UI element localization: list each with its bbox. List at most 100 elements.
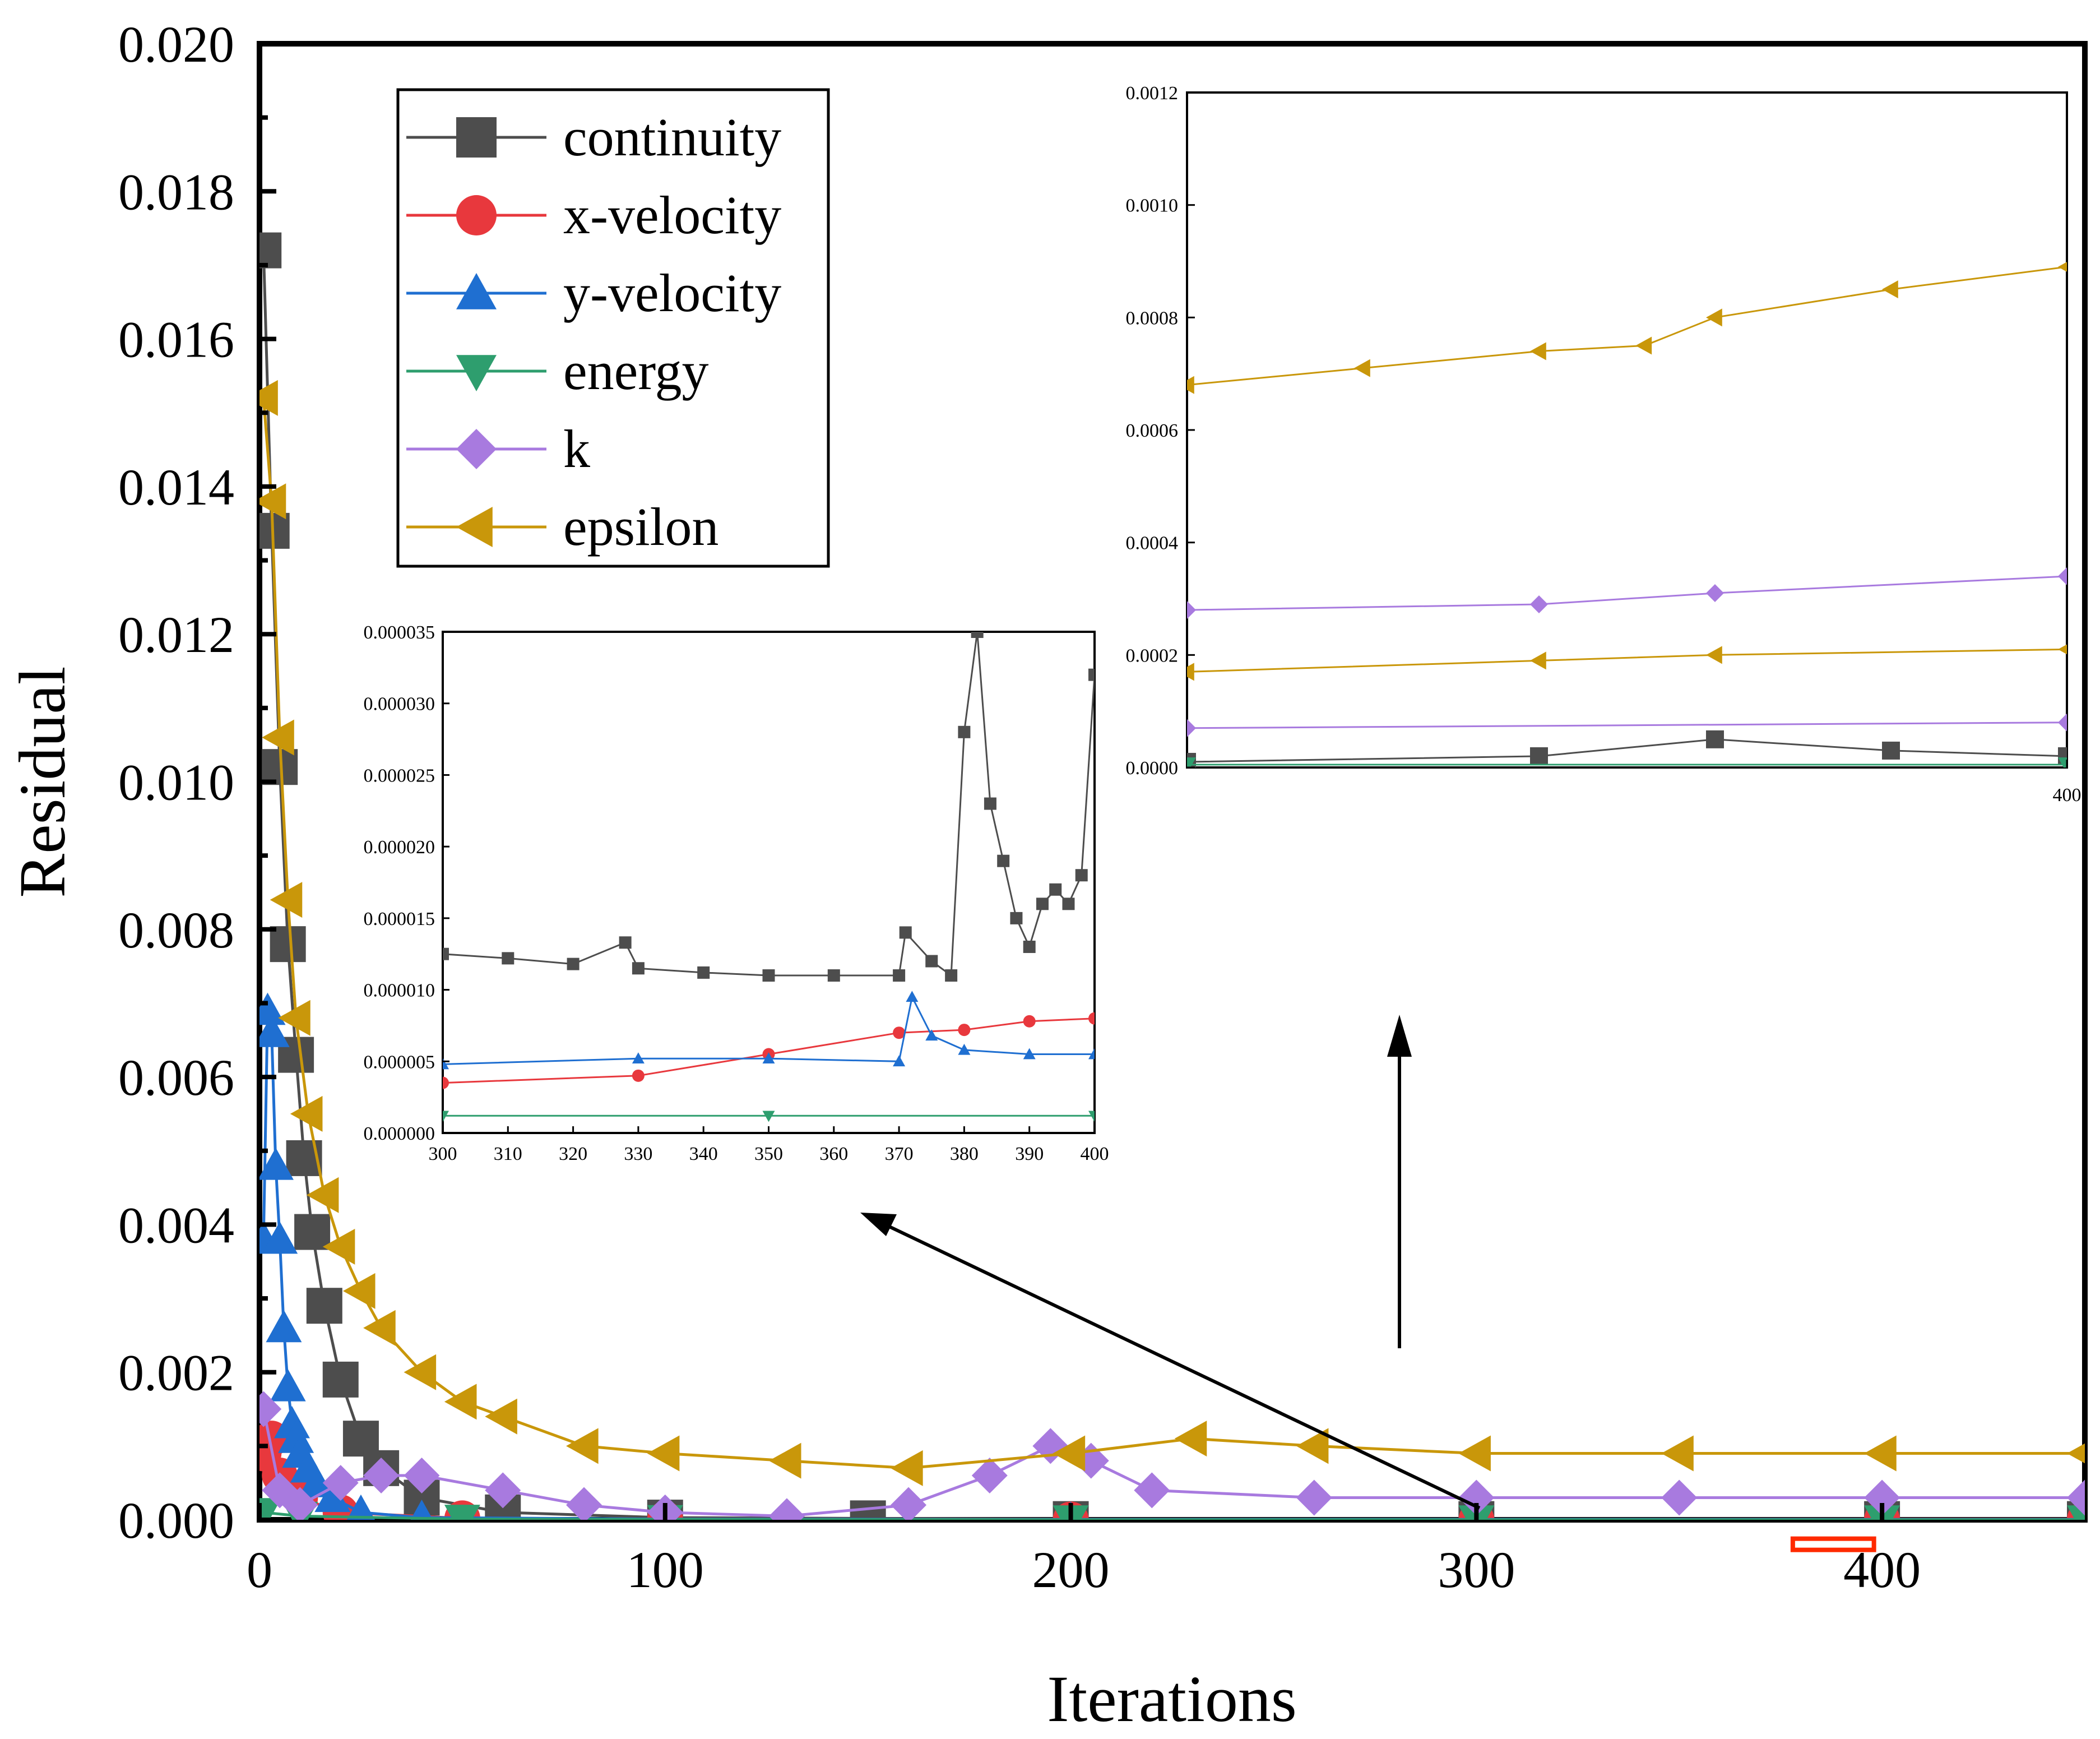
main-point-epsilon <box>1458 1435 1491 1472</box>
main-point-epsilon <box>322 1228 355 1265</box>
inset-left-point-continuity <box>502 952 514 965</box>
inset-left-point-continuity <box>567 958 580 970</box>
main-point-epsilon <box>891 1450 923 1486</box>
main-y-tick-label: 0.006 <box>118 1049 234 1106</box>
inset-right-ticks: 400 0.0000 0.0002 0.0004 0.0006 0.0008 0.0010 0… <box>1126 83 2082 806</box>
legend-entry-y-velocity: y-velocity <box>406 263 781 323</box>
inset-right-point-energy <box>1187 757 1196 767</box>
main-point-k <box>259 1391 282 1427</box>
main-point-k <box>1864 1479 1900 1516</box>
main-point-epsilon <box>768 1442 801 1479</box>
inset-left-point-y-velocity <box>762 1052 775 1063</box>
inset-left-point-x-velocity <box>893 1026 906 1039</box>
inset-right-series-group <box>1187 262 2067 767</box>
legend-entry-continuity: continuity <box>406 107 781 167</box>
inset-left-y-tick-label: 0.000020 <box>364 837 435 858</box>
main-point-y-velocity <box>266 1310 302 1343</box>
inset-right-point-epsilon-low <box>2058 644 2067 655</box>
main-point-epsilon <box>1864 1435 1897 1472</box>
inset-right-point-epsilon-peak <box>1530 342 1546 360</box>
main-point-y-velocity <box>410 1500 433 1520</box>
inset-right-point-epsilon-peak <box>1635 336 1652 355</box>
inset-left-point-energy <box>1088 1111 1095 1122</box>
main-y-tick-label: 0.002 <box>118 1344 234 1402</box>
main-y-tick-label: 0.020 <box>118 16 234 73</box>
inset-right: 400 0.0000 0.0002 0.0004 0.0006 0.0008 0.0010 0… <box>1126 83 2082 806</box>
inset-left-point-continuity <box>1088 668 1095 681</box>
inset-left-y-tick-label: 0.000015 <box>364 909 435 929</box>
inset-right-line-epsilon-low <box>1187 648 2067 673</box>
arrow-head-left <box>860 1213 897 1236</box>
inset-right-point-epsilon-low <box>1530 651 1546 670</box>
legend-label-x-velocity: x-velocity <box>563 185 781 245</box>
inset-left-x-tick-label: 400 <box>1081 1144 1109 1164</box>
inset-left: 300 310 320 330 340 350 360 370 380 390 400 0.00000… <box>364 622 1109 1164</box>
inset-left-series-x-velocity <box>443 1012 1095 1089</box>
inset-left-point-x-velocity <box>958 1024 971 1037</box>
main-point-k <box>322 1465 359 1501</box>
main-series-k <box>259 1391 2085 1520</box>
legend: continuity x-velocity y-velocity energy k eps… <box>396 88 830 568</box>
main-point-y-velocity <box>346 1494 376 1520</box>
inset-right-y-tick-label: 0.0000 <box>1126 758 1179 779</box>
inset-right-series-k-peak <box>1187 567 2067 619</box>
main-y-tick-label: 0.014 <box>118 459 234 516</box>
main-x-tick-label: 200 <box>1032 1541 1110 1598</box>
inset-left-point-y-velocity <box>632 1052 645 1063</box>
inset-left-point-y-velocity <box>1023 1048 1036 1060</box>
inset-left-point-x-velocity <box>632 1069 645 1082</box>
inset-left-point-continuity <box>632 962 645 975</box>
legend-marker-y-velocity <box>456 273 497 309</box>
main-point-energy <box>444 1505 480 1520</box>
inset-left-x-tick-label: 370 <box>885 1144 914 1164</box>
main-point-k <box>768 1498 805 1520</box>
main-point-y-velocity <box>259 1148 294 1180</box>
inset-left-point-continuity <box>925 955 938 968</box>
main-y-tick-label: 0.016 <box>118 311 234 368</box>
inset-left-x-tick-label: 340 <box>689 1144 718 1164</box>
inset-right-y-tick-label: 0.0002 <box>1126 645 1179 666</box>
legend-marker-epsilon <box>456 507 493 547</box>
inset-left-x-tick-label: 390 <box>1015 1144 1044 1164</box>
inset-right-point-epsilon-peak <box>2058 262 2067 272</box>
main-point-k <box>1661 1479 1698 1516</box>
main-point-y-velocity <box>259 992 286 1025</box>
main-point-k <box>2067 1479 2085 1516</box>
main-point-y-velocity <box>314 1479 351 1513</box>
y-axis-title: Residual <box>6 667 79 898</box>
inset-left-point-continuity <box>1075 869 1088 882</box>
inset-right-series-epsilon-low <box>1187 644 2067 681</box>
inset-right-series-energy <box>1187 757 2067 767</box>
inset-left-point-energy <box>762 1111 775 1122</box>
main-point-k <box>1296 1479 1332 1516</box>
inset-left-point-continuity <box>1010 912 1023 924</box>
main-axis-ticks: 0 100 200 300 400 0.000 0.002 0.004 0.006 0.008 0.… <box>118 16 1921 1598</box>
inset-left-x-tick-label: 380 <box>950 1144 979 1164</box>
inset-left-x-tick-label: 360 <box>819 1144 848 1164</box>
main-point-continuity <box>270 926 306 963</box>
inset-right-y-tick-label: 0.0010 <box>1126 196 1179 216</box>
main-point-epsilon <box>306 1177 339 1213</box>
inset-right-line-k-low <box>1187 721 2067 729</box>
main-point-epsilon <box>270 882 303 918</box>
inset-right-frame <box>1186 91 2068 769</box>
x-axis-title: Iterations <box>1047 1662 1297 1736</box>
main-line-epsilon <box>262 397 2085 1470</box>
inset-right-y-tick-label: 0.0012 <box>1126 83 1179 104</box>
inset-right-y-tick-label: 0.0004 <box>1126 533 1179 554</box>
inset-left-point-continuity <box>1036 898 1049 910</box>
main-point-y-velocity <box>259 1015 290 1047</box>
inset-right-point-k-low <box>2058 713 2067 732</box>
inset-left-point-x-velocity <box>1023 1015 1036 1028</box>
main-point-epsilon <box>363 1310 396 1346</box>
arrow-to-left-inset <box>879 1220 1481 1510</box>
main-point-epsilon <box>342 1273 376 1309</box>
inset-left-series-continuity <box>443 632 1095 982</box>
inset-left-point-y-velocity <box>906 991 919 1002</box>
main-point-k <box>1458 1479 1495 1516</box>
inset-left-y-tick-label: 0.000010 <box>364 980 435 1001</box>
main-y-tick-label: 0.004 <box>118 1196 234 1254</box>
inset-right-point-k-peak <box>1187 601 1196 619</box>
main-point-k <box>971 1458 1008 1494</box>
